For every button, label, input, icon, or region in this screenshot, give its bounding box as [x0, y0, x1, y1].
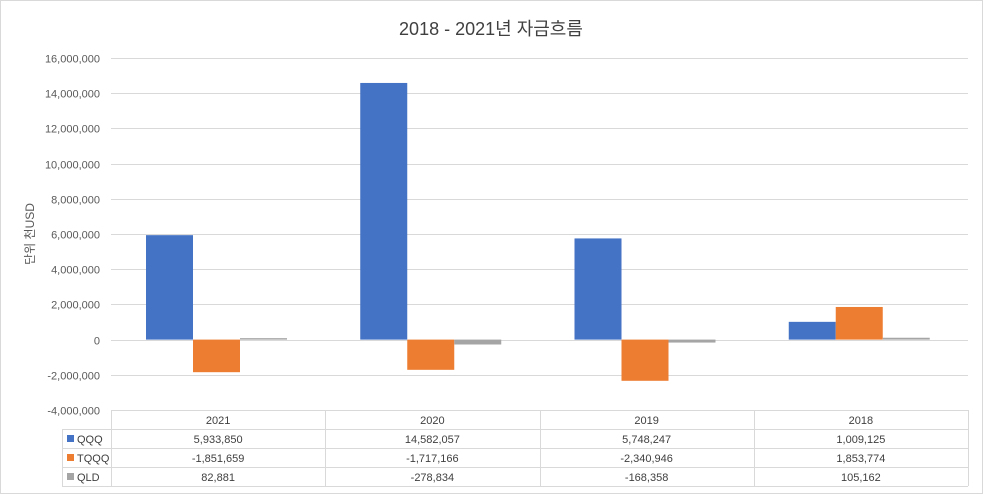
data-cell: 82,881 [201, 472, 235, 484]
bar-tqqq-2021 [193, 339, 240, 373]
bar-qqq-2021 [146, 235, 193, 340]
data-cell: -278,834 [411, 472, 454, 484]
bar-qld-2019 [668, 339, 716, 343]
y-tick-label: 12,000,000 [45, 124, 100, 136]
y-tick-label: 14,000,000 [45, 89, 100, 101]
data-cell: -1,851,659 [192, 453, 245, 465]
chart-title: 2018 - 2021년 자금흐름 [399, 19, 583, 39]
bar-qqq-2018 [788, 321, 836, 340]
data-cell: 5,933,850 [194, 434, 243, 446]
legend-key-qqq [67, 435, 74, 442]
legend-key-qld [67, 473, 74, 480]
y-tick-label: 0 [94, 336, 100, 348]
bar-qld-2021 [240, 338, 287, 340]
category-label: 2020 [420, 415, 444, 427]
data-cell: 105,162 [841, 472, 881, 484]
y-tick-label: 4,000,000 [51, 265, 100, 277]
category-label: 2021 [206, 415, 230, 427]
bar-qld-2018 [882, 337, 930, 340]
y-tick-label: -4,000,000 [47, 406, 100, 418]
data-cell: -168,358 [625, 472, 668, 484]
bar-tqqq-2018 [835, 306, 883, 340]
category-label: 2018 [849, 415, 873, 427]
y-tick-label: 10,000,000 [45, 160, 100, 172]
category-label: 2019 [634, 415, 658, 427]
data-cell: 5,748,247 [622, 434, 671, 446]
y-tick-label: 8,000,000 [51, 195, 100, 207]
bar-tqqq-2020 [407, 339, 455, 370]
y-tick-label: 2,000,000 [51, 300, 100, 312]
legend-key-tqqq [67, 454, 74, 461]
bar-tqqq-2019 [621, 339, 669, 381]
bar-qld-2020 [454, 339, 502, 345]
bar-qqq-2019 [574, 238, 622, 340]
data-cell: 1,853,774 [836, 453, 885, 465]
legend-label-qld: QLD [77, 472, 100, 484]
data-cell: 14,582,057 [405, 434, 460, 446]
legend-label-qqq: QQQ [77, 434, 103, 446]
y-tick-label: 6,000,000 [51, 230, 100, 242]
bar-qqq-2020 [360, 82, 408, 340]
data-cell: 1,009,125 [836, 434, 885, 446]
y-tick-label: -2,000,000 [47, 371, 100, 383]
data-cell: -1,717,166 [406, 453, 459, 465]
y-axis-label: 단위 천USD [22, 203, 37, 265]
data-cell: -2,340,946 [620, 453, 673, 465]
legend-label-tqqq: TQQQ [77, 453, 110, 465]
y-tick-label: 16,000,000 [45, 54, 100, 66]
